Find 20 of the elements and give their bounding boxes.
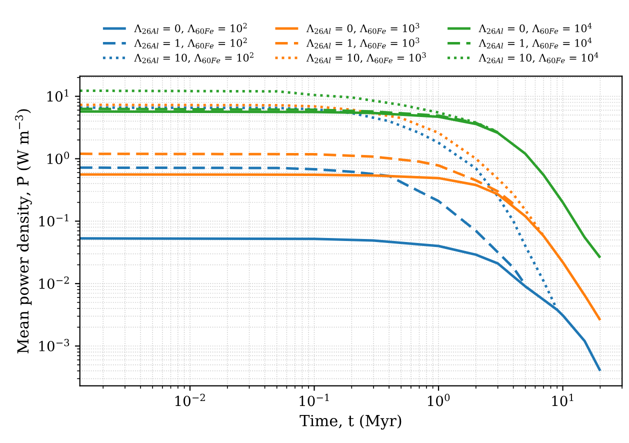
legend-label: Λ$_{26Al}$ = 0, Λ$_{60Fe}$ = 10$^{4}$ — [478, 22, 592, 34]
x-tick-label: 10$^{−2}$ — [175, 394, 205, 406]
legend-label: Λ$_{26Al}$ = 0, Λ$_{60Fe}$ = 10$^{3}$ — [306, 22, 420, 34]
x-tick-label: 10$^{−1}$ — [300, 394, 329, 406]
legend-label: Λ$_{26Al}$ = 0, Λ$_{60Fe}$ = 10$^{2}$ — [134, 22, 247, 34]
legend-label: Λ$_{26Al}$ = 10, Λ$_{60Fe}$ = 10$^{3}$ — [306, 52, 426, 64]
y-axis-title: Mean power density, P̄ (W m$^{−3}$) — [14, 109, 32, 354]
x-axis-title: Time, t (Myr) — [300, 414, 402, 430]
y-tick-label: 10$^{−3}$ — [39, 338, 70, 352]
legend-label: Λ$_{26Al}$ = 10, Λ$_{60Fe}$ = 10$^{2}$ — [134, 52, 254, 64]
legend-label: Λ$_{26Al}$ = 10, Λ$_{60Fe}$ = 10$^{4}$ — [478, 52, 598, 64]
x-tick-label: 10$^{1}$ — [552, 394, 574, 406]
y-tick-label: 10$^{0}$ — [47, 152, 70, 164]
legend-label: Λ$_{26Al}$ = 1, Λ$_{60Fe}$ = 10$^{3}$ — [306, 38, 420, 49]
x-tick-label: 10$^{0}$ — [428, 394, 450, 406]
y-tick-label: 10$^{1}$ — [47, 89, 68, 102]
legend-label: Λ$_{26Al}$ = 1, Λ$_{60Fe}$ = 10$^{2}$ — [134, 38, 247, 49]
y-tick-label: 10$^{−2}$ — [39, 276, 69, 289]
legend-label: Λ$_{26Al}$ = 1, Λ$_{60Fe}$ = 10$^{4}$ — [478, 38, 592, 49]
y-tick-label: 10$^{−1}$ — [39, 214, 68, 227]
